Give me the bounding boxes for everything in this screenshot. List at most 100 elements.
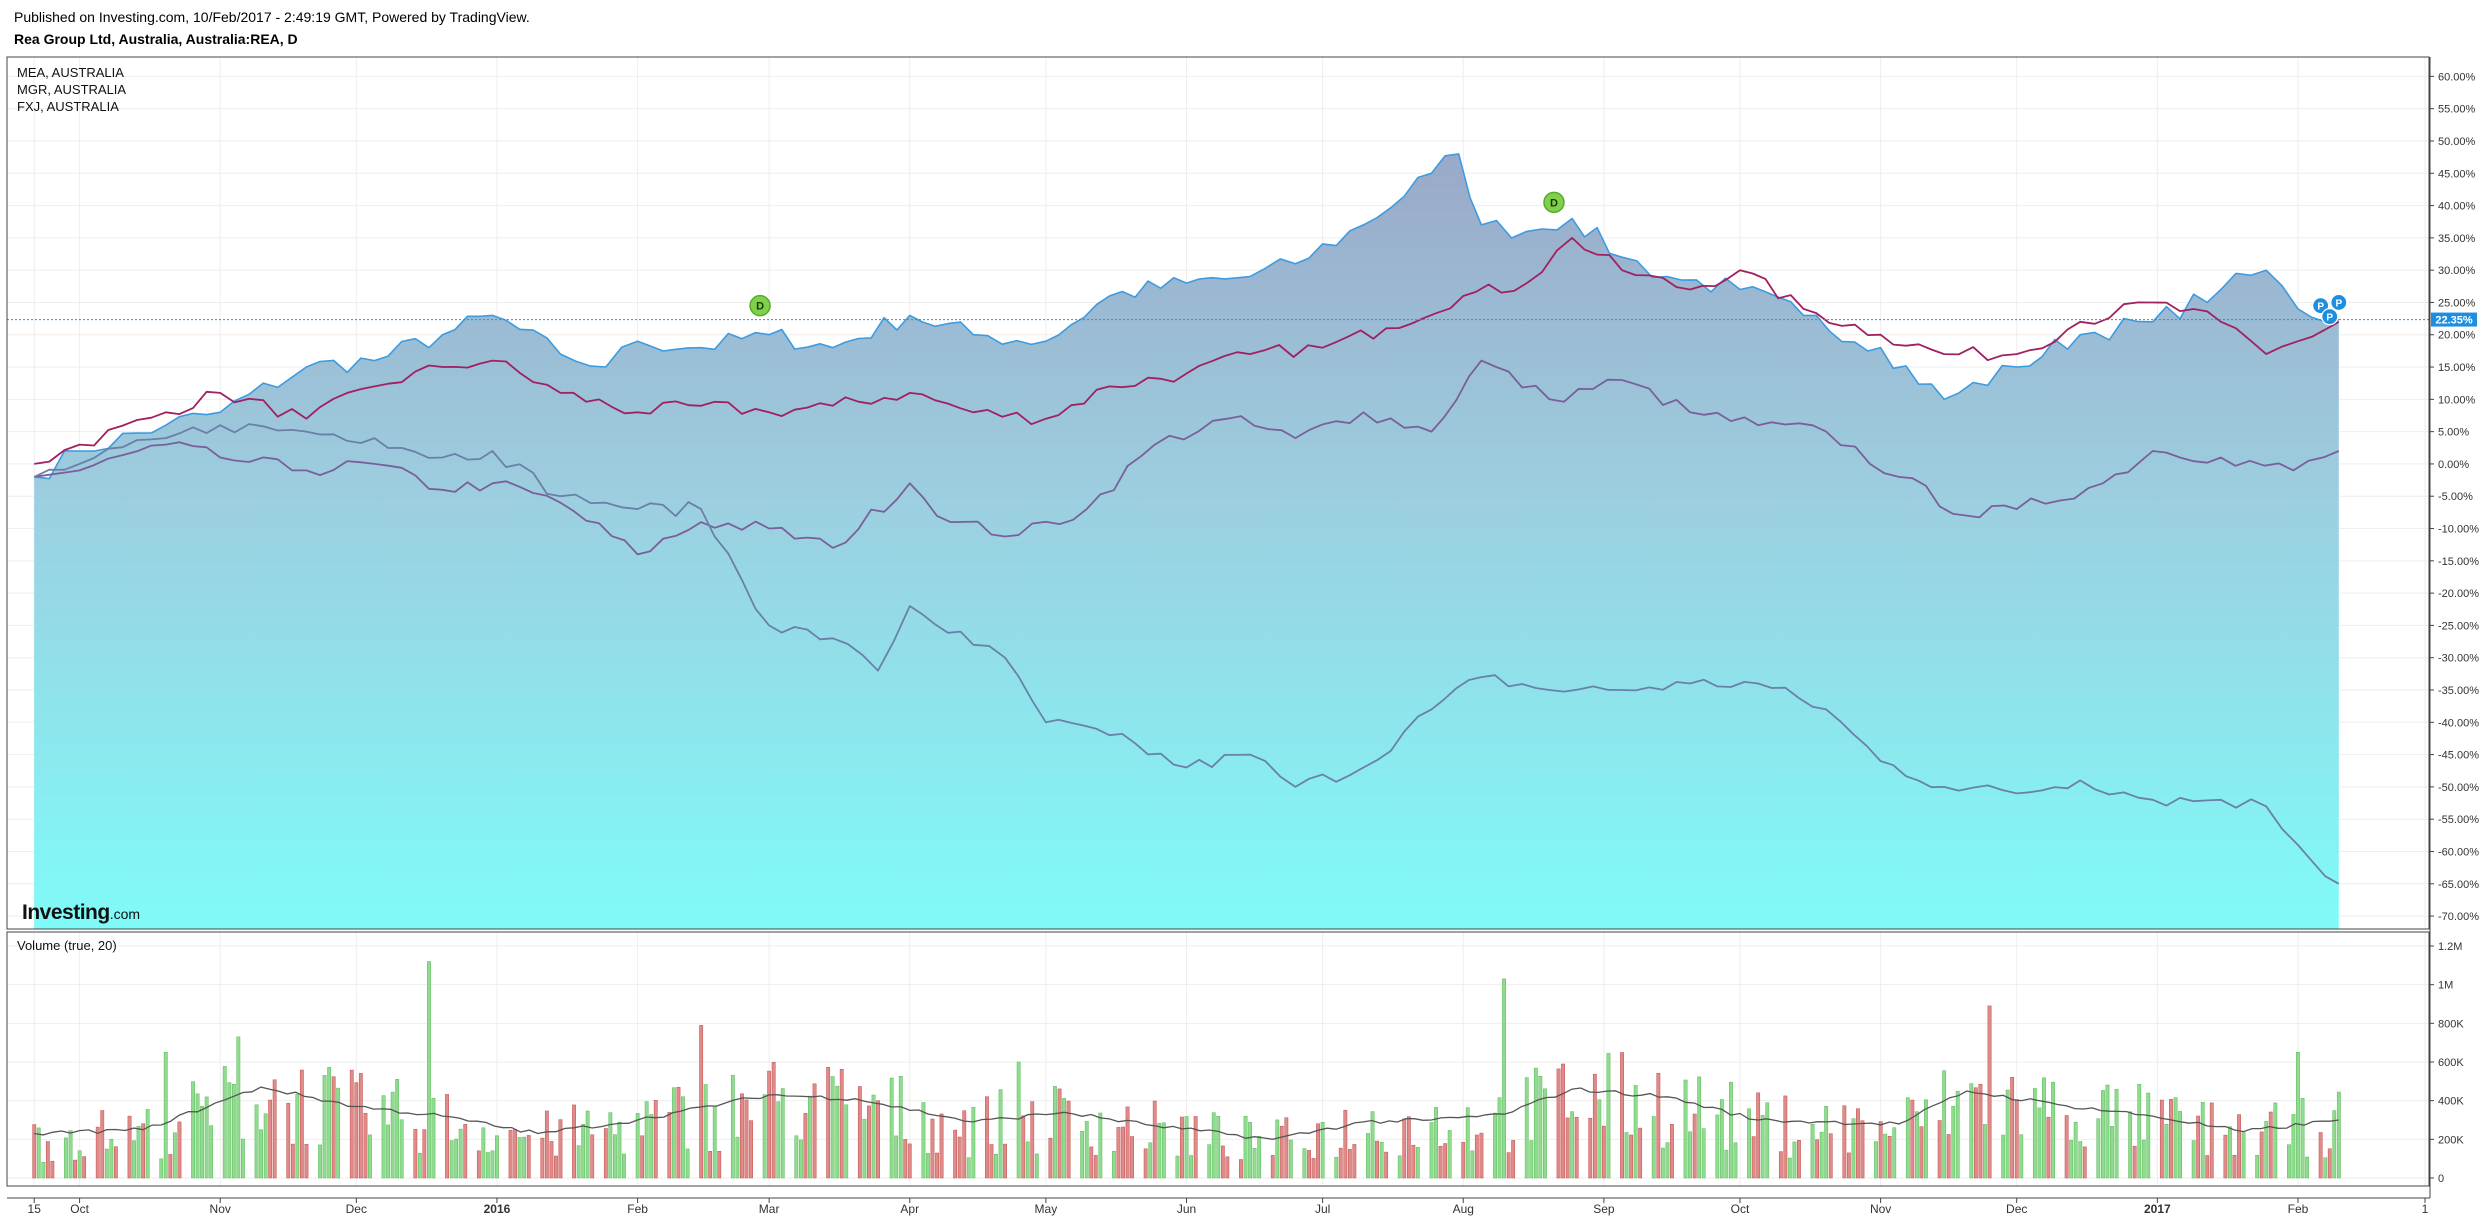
volume-bar (2019, 1134, 2024, 1179)
volume-bar (603, 1128, 608, 1179)
volume-bar (1751, 1136, 1756, 1179)
volume-bar (526, 1135, 531, 1179)
volume-bar (1665, 1142, 1670, 1179)
volume-bar (227, 1082, 232, 1179)
volume-bar (1270, 1155, 1275, 1179)
volume-bar (1942, 1070, 1947, 1179)
volume-bar (1275, 1119, 1280, 1179)
volume-bar (417, 1152, 422, 1179)
volume-bar (2259, 1131, 2264, 1179)
volume-bar (1338, 1147, 1343, 1179)
volume-bar (966, 1157, 971, 1179)
chart-title: Rea Group Ltd, Australia, Australia:REA,… (14, 31, 298, 47)
price-marker-label[interactable]: P (2326, 313, 2333, 324)
volume-bar (1189, 1155, 1193, 1179)
dividend-marker-label[interactable]: D (756, 301, 764, 313)
price-marker[interactable] (2321, 308, 2339, 326)
price-marker[interactable] (2312, 297, 2330, 315)
volume-bar (1025, 1141, 1030, 1179)
series-line-fxj (33, 423, 2340, 885)
volume-bar (1633, 1085, 1638, 1179)
volume-bar (1397, 1155, 1402, 1179)
dividend-marker[interactable] (749, 294, 771, 317)
y-tick-label: 15.00% (2438, 362, 2476, 374)
volume-bar (703, 1084, 708, 1179)
y-tick-label: 30.00% (2438, 265, 2476, 277)
y-tick-label: 0.00% (2438, 459, 2469, 471)
volume-bar (985, 1096, 989, 1179)
volume-bar (327, 1067, 332, 1179)
volume-bar (1447, 1130, 1452, 1179)
price-marker[interactable] (2330, 293, 2348, 312)
volume-bar (794, 1135, 799, 1179)
volume-bar (2305, 1156, 2309, 1179)
chart-markers[interactable]: D D P PP (749, 191, 2348, 326)
x-tick-label: Nov (210, 1202, 231, 1216)
investing-logo: Investing.com (22, 901, 140, 924)
volume-bar (1638, 1127, 1643, 1179)
volume-bar (236, 1036, 241, 1179)
volume-bar (458, 1128, 463, 1179)
volume-bar (1819, 1131, 1824, 1179)
volume-bar (272, 1079, 277, 1179)
volume-bar (1434, 1107, 1438, 1179)
volume-bar (2042, 1077, 2046, 1179)
volume-bar (844, 1104, 849, 1179)
volume-bar (699, 1025, 704, 1179)
dividend-marker-label[interactable]: D (1550, 197, 1558, 209)
volume-bar (354, 1082, 359, 1179)
volume-bar (1375, 1140, 1379, 1179)
price-marker-label[interactable]: P (2335, 298, 2342, 309)
volume-bar (36, 1127, 41, 1179)
volume-bar (1556, 1068, 1561, 1179)
y-tick-label: 1.2M (2438, 941, 2462, 953)
volume-bar (585, 1110, 590, 1179)
x-tick-label: Jul (1315, 1202, 1330, 1216)
x-tick-label: Mar (759, 1202, 780, 1216)
volume-bar (644, 1101, 649, 1179)
volume-bar (1080, 1131, 1085, 1179)
volume-bar (1030, 1101, 1035, 1179)
volume-bar (1220, 1145, 1225, 1179)
y-tick-label: -5.00% (2438, 491, 2473, 503)
volume-bar (2291, 1114, 2296, 1179)
volume-bar (522, 1136, 527, 1179)
volume-bar (2073, 1121, 2078, 1179)
volume-bar (971, 1106, 976, 1179)
volume-bar (1098, 1112, 1103, 1179)
volume-bar (2327, 1148, 2332, 1179)
volume-bar (395, 1079, 400, 1179)
volume-bar (780, 1088, 785, 1179)
volume-bar (358, 1073, 363, 1179)
volume-bar (1783, 1095, 1788, 1179)
volume-bar (1511, 1140, 1516, 1179)
volume-bar (2032, 1088, 2037, 1179)
volume-bar (299, 1069, 304, 1179)
published-caption: Published on Investing.com, 10/Feb/2017 … (14, 9, 530, 25)
volume-bar (1570, 1111, 1575, 1179)
volume-bar (1411, 1144, 1416, 1179)
series-line-mgr (34, 359, 2340, 556)
y-tick-label: -70.00% (2438, 911, 2479, 923)
dividend-marker[interactable] (1543, 191, 1565, 214)
price-marker-label[interactable]: P (2317, 302, 2324, 313)
volume-bar (68, 1130, 73, 1179)
volume-bar (1284, 1117, 1289, 1179)
volume-bar (935, 1152, 939, 1179)
volume-bar (799, 1139, 803, 1179)
volume-bar (191, 1081, 195, 1179)
volume-bar (463, 1124, 468, 1179)
volume-bar (1279, 1125, 1284, 1179)
volume-bar (363, 1112, 368, 1179)
legend: MEA, AUSTRALIA MGR, AUSTRALIA FXJ, AUSTRAL… (17, 65, 126, 953)
x-tick-label: Feb (2288, 1202, 2309, 1216)
y-tick-label: -40.00% (2438, 717, 2479, 729)
volume-bar (336, 1087, 341, 1179)
volume-bar (1461, 1142, 1466, 1179)
y-tick-label: 20.00% (2438, 330, 2476, 342)
legend-item: MGR, AUSTRALIA (17, 82, 126, 97)
volume-bar (1543, 1088, 1547, 1179)
volume-bar (1924, 1099, 1928, 1179)
volume-bar (681, 1096, 685, 1179)
